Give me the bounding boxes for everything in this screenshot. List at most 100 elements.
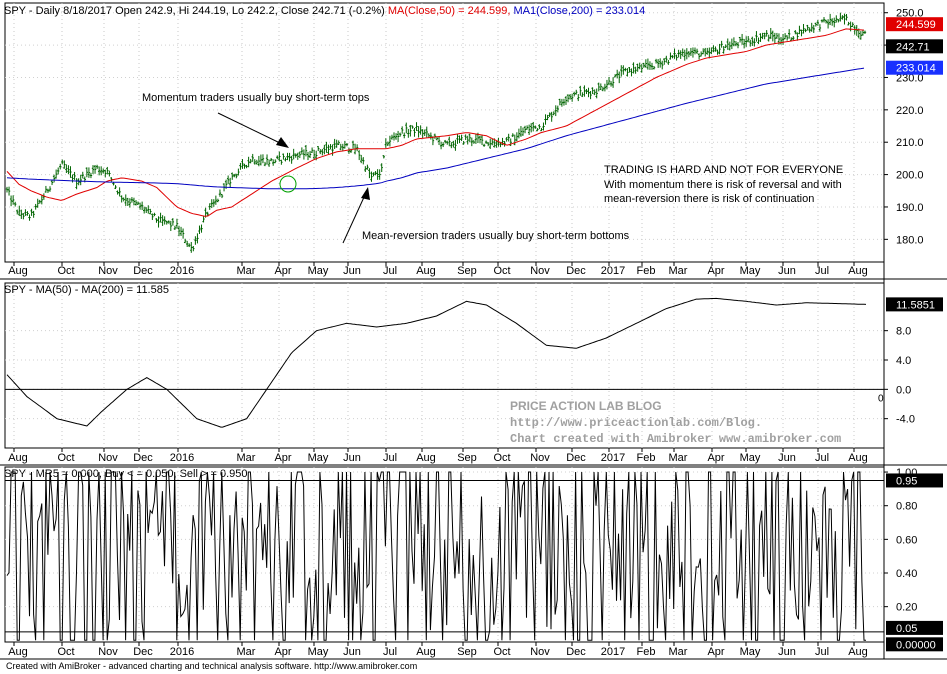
x-tick-label: Aug	[416, 265, 436, 277]
x-tick-label: Mar	[237, 265, 256, 277]
x-tick-label: 2017	[601, 265, 625, 277]
close-value-box	[886, 39, 943, 54]
y-tick-label: 0.0	[896, 384, 911, 396]
price-title: SPY - Daily 8/18/2017 Open 242.9, Hi 244…	[4, 5, 645, 17]
x-tick-label: Oct	[493, 265, 510, 277]
mr5-line	[6, 471, 866, 641]
y-tick-label: 180.0	[896, 234, 924, 246]
x-tick-label: Apr	[274, 265, 291, 277]
sell-level-value-box	[886, 473, 943, 488]
x-tick-label: 2016	[170, 646, 194, 658]
x-tick-label: Oct	[493, 452, 510, 464]
x-tick-label: Jul	[383, 452, 397, 464]
annotation-warning-title: TRADING IS HARD AND NOT FOR EVERYONE	[604, 164, 843, 176]
y-tick-label: 0.80	[896, 501, 917, 513]
x-tick-label: Aug	[416, 452, 436, 464]
x-tick-label: Jun	[343, 265, 361, 277]
x-tick-label: Oct	[57, 265, 74, 277]
x-tick-label: Jul	[815, 646, 829, 658]
y-tick-label: 250.0	[896, 8, 924, 20]
annotation-warning-line2: mean-reversion there is risk of continua…	[604, 193, 814, 205]
ma50-value: 244.599	[896, 19, 936, 31]
y-tick-label: 0.20	[896, 602, 917, 614]
x-tick-label: Oct	[57, 646, 74, 658]
x-tick-label: Aug	[848, 265, 868, 277]
x-tick-label: Aug	[8, 265, 28, 277]
x-tick-label: Jul	[815, 452, 829, 464]
buy-level-value: 0.05	[896, 623, 917, 635]
annotation-momentum: Momentum traders usually buy short-term …	[142, 92, 370, 104]
x-tick-label: Aug	[416, 646, 436, 658]
x-tick-label: Nov	[530, 265, 550, 277]
x-tick-label: Apr	[274, 646, 291, 658]
x-tick-label: Jun	[343, 452, 361, 464]
ma200-line	[6, 67, 865, 190]
y-tick-label: 210.0	[896, 137, 924, 149]
x-tick-label: Apr	[707, 265, 724, 277]
x-tick-label: Feb	[637, 452, 656, 464]
annotation-arrowhead-meanrev	[361, 187, 370, 200]
annotation-arrow-momentum	[217, 112, 283, 145]
x-tick-label: Aug	[848, 646, 868, 658]
x-tick-label: Nov	[98, 646, 118, 658]
x-tick-label: Jul	[383, 265, 397, 277]
x-tick-label: May	[308, 646, 329, 658]
x-tick-label: Apr	[707, 646, 724, 658]
ma-diff-value: 11.5851	[896, 299, 935, 311]
x-tick-label: Oct	[57, 452, 74, 464]
y-tick-label: -4.0	[896, 414, 915, 426]
annotation-arrowhead-momentum	[276, 137, 289, 148]
x-tick-label: Nov	[530, 646, 550, 658]
x-tick-label: Jun	[778, 265, 796, 277]
x-tick-label: Apr	[274, 452, 291, 464]
x-tick-label: Feb	[637, 646, 656, 658]
ma-diff-value-box	[886, 297, 943, 312]
x-tick-label: Jun	[778, 646, 796, 658]
x-tick-label: May	[308, 265, 329, 277]
x-tick-label: Jun	[343, 646, 361, 658]
buy-level-value-box	[886, 620, 943, 635]
watermark-line2: http://www.priceactionlab.com/Blog.	[510, 416, 762, 430]
x-tick-label: Sep	[457, 646, 477, 658]
x-tick-label: Dec	[566, 452, 586, 464]
watermark-line1: PRICE ACTION LAB BLOG	[510, 399, 662, 413]
x-tick-label: Nov	[530, 452, 550, 464]
x-tick-label: May	[740, 265, 761, 277]
x-tick-label: Dec	[133, 265, 153, 277]
mr5-value-box	[886, 637, 943, 652]
x-tick-label: Aug	[8, 452, 28, 464]
x-tick-label: 2016	[170, 265, 194, 277]
x-tick-label: May	[740, 646, 761, 658]
annotation-circle	[279, 175, 297, 193]
close-value: 242.71	[896, 41, 930, 53]
x-tick-label: Mar	[237, 646, 256, 658]
x-tick-label: Jul	[383, 646, 397, 658]
ma200-value: 233.014	[896, 63, 936, 75]
x-tick-label: Mar	[669, 646, 688, 658]
ma200-value-box	[886, 60, 943, 75]
x-tick-label: Oct	[493, 646, 510, 658]
x-tick-label: 2016	[170, 452, 194, 464]
x-tick-label: Mar	[237, 452, 256, 464]
x-tick-label: Dec	[133, 452, 153, 464]
footer-credit: Created with AmiBroker - advanced charti…	[6, 661, 418, 671]
x-tick-label: Mar	[669, 265, 688, 277]
x-tick-label: 2017	[601, 452, 625, 464]
x-tick-label: 2017	[601, 646, 625, 658]
ma50-value-box	[886, 17, 943, 32]
y-tick-label: 0.60	[896, 534, 917, 546]
x-tick-label: Dec	[566, 646, 586, 658]
x-tick-label: Mar	[669, 452, 688, 464]
y-tick-label: 200.0	[896, 170, 924, 182]
x-tick-label: Dec	[566, 265, 586, 277]
x-tick-label: Apr	[707, 452, 724, 464]
mr5-value: 0.00000	[896, 639, 936, 651]
mr5-title: SPY - MR5 = 0.000, Buy < = 0.050, Sell >…	[4, 468, 247, 480]
x-tick-label: Aug	[8, 646, 28, 658]
y-tick-label: 190.0	[896, 202, 924, 214]
y-tick-label: 0.40	[896, 568, 917, 580]
x-tick-label: Nov	[98, 452, 118, 464]
annotation-warning-line1: With momentum there is risk of reversal …	[604, 179, 842, 191]
x-tick-label: Sep	[457, 265, 477, 277]
